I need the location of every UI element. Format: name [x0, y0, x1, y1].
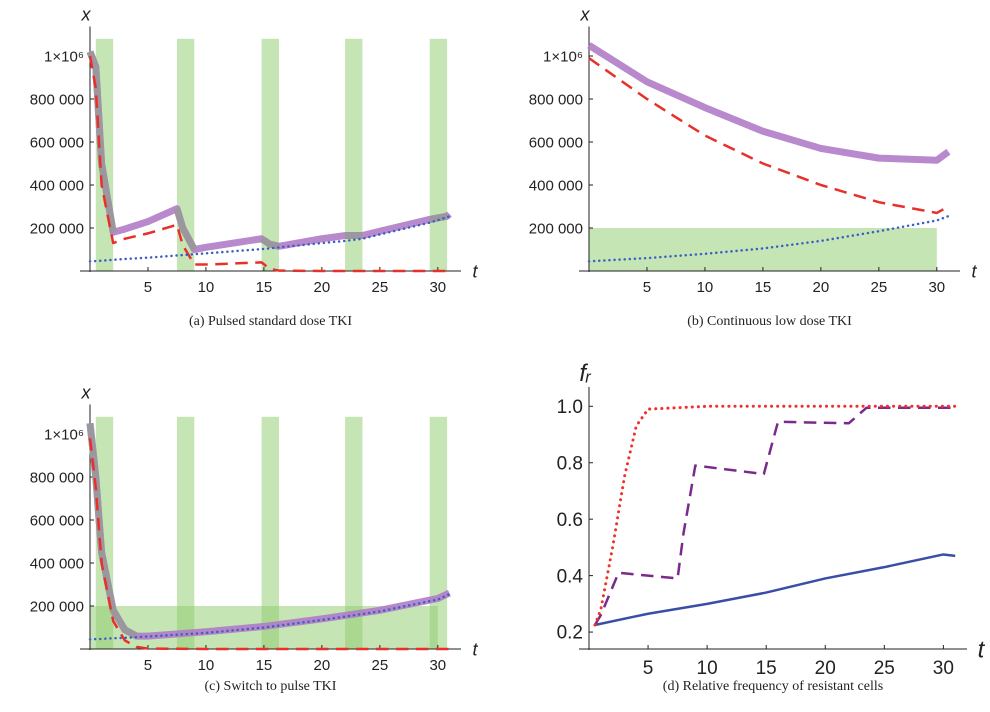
- x-tick-label: 25: [372, 279, 389, 296]
- x-tick-label: 30: [928, 279, 945, 296]
- x-tick-label: 10: [697, 279, 714, 296]
- y-tick-label: 600 000: [529, 134, 583, 151]
- y-axis-label: fᵣ: [579, 360, 592, 387]
- y-tick-label: 400 000: [30, 555, 84, 572]
- treatment-band: [261, 38, 279, 271]
- x-tick-label: 20: [314, 657, 331, 674]
- series-line: [587, 214, 950, 263]
- y-tick-label: 600 000: [30, 512, 84, 529]
- x-tick-label: 15: [256, 279, 273, 296]
- caption: (c) Switch to pulse TKI: [205, 679, 337, 694]
- y-tick-label: 1×10⁶: [44, 426, 84, 443]
- y-tick-label: 0.4: [557, 566, 584, 587]
- x-tick-label: 25: [871, 279, 888, 296]
- x-tick-label: 30: [933, 658, 954, 679]
- y-tick-label: 1.0: [557, 397, 583, 418]
- series-line: [86, 422, 139, 640]
- y-tick-label: 200 000: [30, 220, 84, 237]
- treatment-band: [261, 416, 279, 649]
- x-tick-label: 25: [874, 658, 895, 679]
- x-axis-label: t: [472, 261, 478, 281]
- series-line: [88, 55, 450, 273]
- series-line: [593, 406, 956, 626]
- x-tick-label: 15: [756, 658, 777, 679]
- y-tick-label: 1×10⁶: [543, 48, 583, 65]
- x-tick-label: 10: [198, 657, 215, 674]
- series-line: [593, 404, 957, 627]
- x-axis-label: t: [472, 639, 478, 659]
- y-tick-label: 1×10⁶: [44, 48, 84, 65]
- y-tick-label: 0.8: [557, 453, 583, 474]
- x-tick-label: 5: [144, 657, 152, 674]
- series-line: [88, 214, 451, 263]
- treatment-band: [589, 228, 937, 271]
- treatment-band: [176, 416, 195, 649]
- treatment-band: [429, 416, 448, 649]
- x-tick-label: 30: [429, 279, 446, 296]
- y-axis-label: x: [81, 383, 92, 403]
- x-tick-label: 5: [643, 658, 654, 679]
- y-tick-label: 800 000: [529, 91, 583, 108]
- y-tick-label: 0.2: [557, 623, 583, 644]
- series-line: [587, 42, 951, 164]
- x-tick-label: 15: [755, 279, 772, 296]
- x-tick-label: 5: [144, 279, 152, 296]
- series-line: [594, 553, 956, 627]
- x-tick-label: 25: [372, 657, 389, 674]
- series-line: [88, 592, 451, 641]
- x-tick-label: 30: [429, 657, 446, 674]
- series-line: [86, 50, 448, 252]
- x-tick-label: 10: [198, 279, 215, 296]
- y-tick-label: 400 000: [30, 177, 84, 194]
- x-tick-label: 20: [813, 279, 830, 296]
- x-tick-label: 10: [697, 658, 718, 679]
- y-tick-label: 600 000: [30, 134, 84, 151]
- y-tick-label: 400 000: [529, 177, 583, 194]
- caption: (a) Pulsed standard dose TKI: [189, 314, 352, 329]
- y-axis-label: x: [81, 5, 92, 25]
- y-tick-label: 0.6: [557, 510, 583, 531]
- x-axis-label: t: [978, 636, 986, 663]
- x-tick-label: 20: [815, 658, 836, 679]
- y-tick-label: 200 000: [30, 598, 84, 615]
- y-tick-label: 800 000: [30, 91, 84, 108]
- series-line: [588, 57, 950, 215]
- y-tick-label: 200 000: [529, 220, 583, 237]
- x-tick-label: 5: [643, 279, 651, 296]
- treatment-band: [429, 38, 448, 271]
- treatment-band: [345, 416, 363, 649]
- treatment-band: [345, 38, 363, 271]
- y-axis-label: x: [580, 5, 591, 25]
- x-tick-label: 20: [314, 279, 331, 296]
- x-tick-label: 15: [256, 657, 273, 674]
- x-axis-label: t: [971, 261, 977, 281]
- series-line: [88, 438, 450, 651]
- caption: (d) Relative frequency of resistant cell…: [663, 679, 883, 694]
- y-tick-label: 800 000: [30, 469, 84, 486]
- caption: (b) Continuous low dose TKI: [687, 314, 852, 329]
